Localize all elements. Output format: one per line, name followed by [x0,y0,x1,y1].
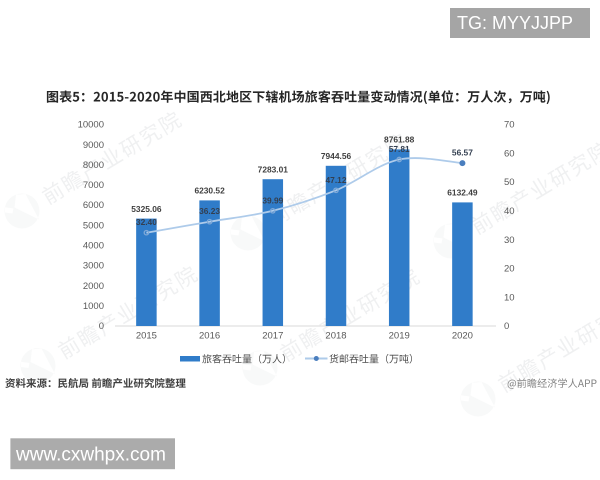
svg-text:7000: 7000 [83,180,104,191]
svg-text:6000: 6000 [83,200,104,211]
svg-text:2015: 2015 [136,331,157,342]
svg-text:8000: 8000 [83,160,104,171]
svg-text:7944.56: 7944.56 [321,151,352,161]
svg-text:5325.06: 5325.06 [131,204,162,214]
svg-text:32.40: 32.40 [136,217,157,227]
svg-text:2017: 2017 [262,331,283,342]
svg-text:10000: 10000 [78,120,104,131]
svg-text:0: 0 [504,321,509,332]
svg-text:47.12: 47.12 [326,175,347,185]
svg-text:TG: MYYJJPP: TG: MYYJJPP [457,13,573,33]
svg-text:50: 50 [504,177,515,188]
svg-text:70: 70 [504,120,515,131]
svg-text:7283.01: 7283.01 [258,164,289,174]
svg-text:60: 60 [504,148,515,159]
svg-text:4000: 4000 [83,241,104,252]
svg-text:3000: 3000 [83,261,104,272]
svg-text:0: 0 [99,321,104,332]
svg-text:20: 20 [504,264,515,275]
svg-text:5000: 5000 [83,220,104,231]
svg-text:2018: 2018 [325,331,346,342]
svg-text:56.57: 56.57 [452,148,473,158]
svg-text:6132.49: 6132.49 [447,188,478,198]
svg-text:9000: 9000 [83,140,104,151]
svg-text:2000: 2000 [83,281,104,292]
svg-text:2016: 2016 [199,331,220,342]
svg-text:57.81: 57.81 [389,144,410,154]
svg-text:www.cxwhpx.com: www.cxwhpx.com [15,445,166,466]
svg-text:1000: 1000 [83,301,104,312]
svg-text:2020: 2020 [452,331,473,342]
svg-text:8761.88: 8761.88 [384,135,415,145]
svg-text:6230.52: 6230.52 [194,186,225,196]
svg-text:2019: 2019 [389,331,410,342]
svg-text:36.23: 36.23 [199,206,220,216]
svg-text:10: 10 [504,292,515,303]
svg-text:30: 30 [504,235,515,246]
svg-text:39.99: 39.99 [262,195,283,205]
svg-text:40: 40 [504,206,515,217]
